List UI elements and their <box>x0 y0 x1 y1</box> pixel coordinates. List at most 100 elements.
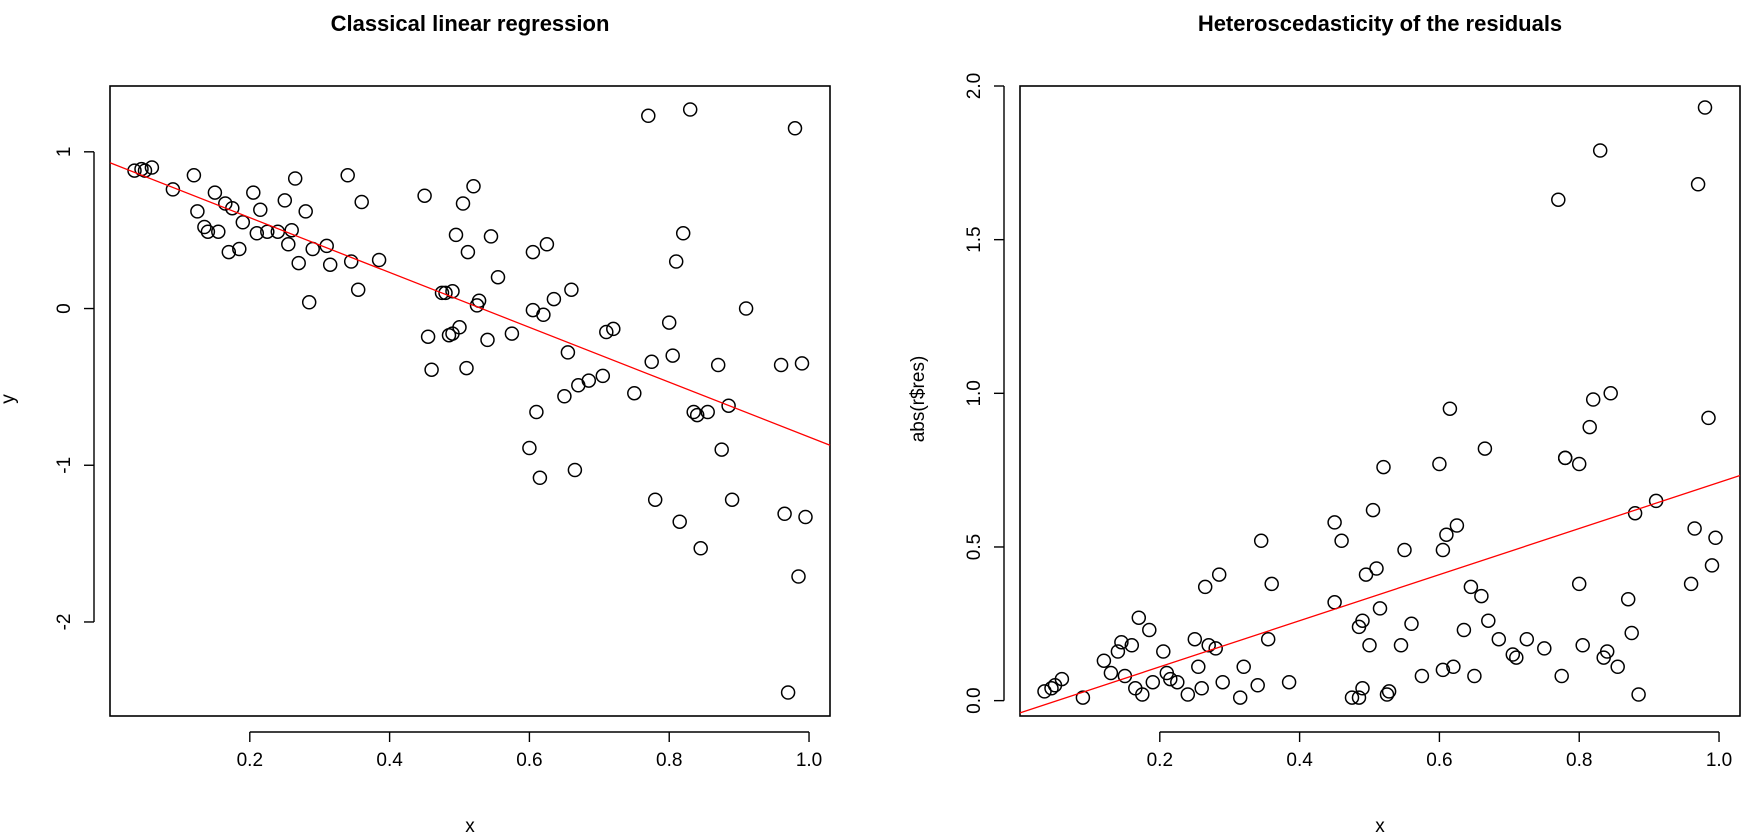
data-point <box>700 404 715 420</box>
regression-line <box>109 162 831 446</box>
data-point <box>599 324 614 340</box>
data-point <box>1537 641 1552 656</box>
data-point <box>672 514 687 529</box>
data-point <box>459 360 474 376</box>
data-point <box>595 368 611 384</box>
x-axis-label: x <box>1375 816 1385 836</box>
data-point <box>539 237 555 252</box>
data-point <box>532 470 548 486</box>
data-point <box>1117 668 1133 684</box>
data-point <box>1215 674 1230 690</box>
data-point <box>1519 631 1535 647</box>
data-point <box>780 685 796 700</box>
data-point <box>557 389 572 404</box>
data-point <box>1463 579 1479 595</box>
data-point <box>1575 638 1590 653</box>
data-point <box>564 282 579 297</box>
data-point <box>644 354 659 370</box>
y-axis: -2 -1 0 1 <box>54 147 95 631</box>
y-tick-label: -2 <box>54 614 75 631</box>
point-group <box>127 102 813 700</box>
data-point <box>343 254 359 269</box>
trend-line <box>1019 474 1741 714</box>
data-point <box>1683 576 1699 592</box>
data-point <box>1439 527 1454 542</box>
data-point <box>738 301 754 316</box>
data-point <box>127 163 142 178</box>
data-point <box>340 168 355 183</box>
data-point <box>1477 441 1493 456</box>
data-point <box>714 442 729 457</box>
chart-title: Classical linear regression <box>331 11 610 36</box>
data-point <box>606 321 621 337</box>
data-point <box>675 226 691 241</box>
data-point <box>1432 456 1447 472</box>
data-point <box>1355 613 1370 628</box>
data-point <box>1509 650 1524 665</box>
data-point <box>1582 419 1597 435</box>
x-tick-label: 0.6 <box>1426 750 1452 771</box>
data-point <box>1191 659 1206 675</box>
data-point <box>560 345 576 360</box>
data-point <box>1054 671 1070 687</box>
data-point <box>1103 665 1119 681</box>
data-point <box>1250 678 1265 693</box>
data-point <box>1369 561 1384 576</box>
y-tick-label: 2.0 <box>964 73 985 99</box>
data-point <box>627 385 642 401</box>
data-point <box>350 282 366 297</box>
data-point <box>1585 392 1601 407</box>
data-point <box>1351 690 1367 705</box>
data-point <box>791 569 806 584</box>
data-point <box>1687 521 1702 536</box>
data-point <box>1327 595 1342 610</box>
data-point <box>1631 687 1646 702</box>
data-point <box>1610 659 1625 675</box>
data-point <box>1551 192 1566 207</box>
data-point <box>1281 674 1297 690</box>
data-point <box>190 204 205 219</box>
data-point <box>448 227 464 243</box>
data-point <box>1690 177 1706 192</box>
data-point <box>1554 668 1569 684</box>
data-point <box>710 357 726 373</box>
data-point <box>1110 644 1126 659</box>
x-tick-label: 0.4 <box>1286 750 1313 771</box>
regression-panel: Classical linear regression 0.2 0.4 0.6 0.8… <box>0 11 831 836</box>
data-point <box>546 291 562 307</box>
data-point <box>1096 653 1112 668</box>
data-point <box>235 215 251 230</box>
data-point <box>668 254 684 269</box>
plot-frame <box>109 85 831 717</box>
data-point <box>1201 638 1216 653</box>
data-point <box>1704 558 1720 573</box>
x-tick-label: 1.0 <box>796 750 822 771</box>
residuals-panel: Heteroscedasticity of the residuals 0.2 0… <box>908 11 1741 836</box>
data-point <box>287 171 303 186</box>
data-point <box>1697 100 1713 115</box>
data-point <box>1355 681 1370 696</box>
data-point <box>1208 641 1223 656</box>
data-point <box>525 244 541 260</box>
y-tick-label: -1 <box>54 457 75 474</box>
data-point <box>1114 634 1129 650</box>
chart-title: Heteroscedasticity of the residuals <box>1198 11 1562 36</box>
data-point <box>1253 533 1269 549</box>
data-point <box>1404 616 1419 632</box>
x-axis: 0.2 0.4 0.6 0.8 1.0 <box>1147 731 1732 771</box>
data-point <box>787 121 803 136</box>
data-point <box>647 492 663 507</box>
data-point <box>773 357 789 373</box>
data-point <box>665 348 680 363</box>
data-point <box>246 185 261 200</box>
data-point <box>211 224 226 239</box>
data-point <box>466 179 481 194</box>
data-point <box>1135 687 1150 702</box>
data-point <box>186 168 202 183</box>
data-point <box>371 252 387 268</box>
data-point <box>1599 644 1615 659</box>
data-point <box>1592 143 1608 158</box>
data-point <box>1708 530 1723 546</box>
data-point <box>1620 591 1636 607</box>
